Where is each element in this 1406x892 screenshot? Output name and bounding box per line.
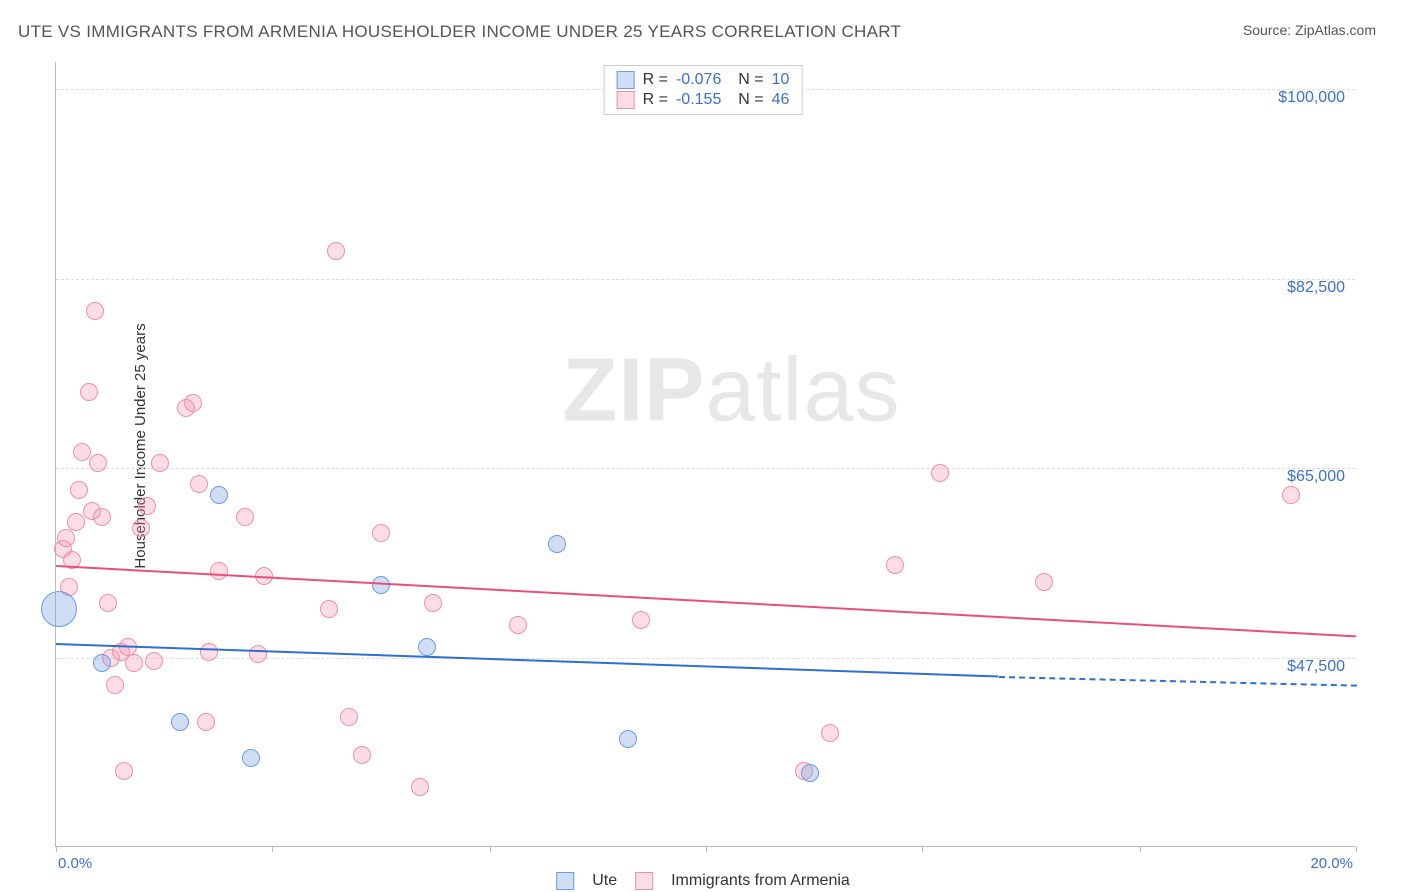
scatter-point-blue [242,749,260,767]
stats-row-blue: R = -0.076 N = 10 [617,70,790,90]
scatter-point-blue [210,486,228,504]
n-value-pink: 46 [772,91,790,109]
scatter-point-pink [1035,573,1053,591]
x-tick-label-right: 20.0% [1310,855,1353,872]
gridline [56,468,1355,469]
scatter-point-pink [151,454,169,472]
scatter-point-pink [57,529,75,547]
scatter-point-pink [320,600,338,618]
scatter-point-blue [41,591,77,627]
legend-swatch-blue-icon [556,872,574,890]
scatter-point-pink [210,562,228,580]
correlation-stats-box: R = -0.076 N = 10 R = -0.155 N = 46 [604,65,803,115]
chart-title: UTE VS IMMIGRANTS FROM ARMENIA HOUSEHOLD… [18,22,901,42]
x-tick [490,846,491,852]
n-value-blue: 10 [772,71,790,89]
scatter-point-pink [249,645,267,663]
scatter-point-pink [509,616,527,634]
swatch-pink-icon [617,91,635,109]
n-label: N = [729,71,763,89]
scatter-point-pink [632,611,650,629]
r-label: R = [643,71,668,89]
scatter-point-pink [1282,486,1300,504]
watermark-bold: ZIP [562,341,705,441]
legend-label-blue: Ute [592,872,617,890]
scatter-point-pink [73,443,91,461]
scatter-point-pink [372,524,390,542]
x-tick [56,846,57,852]
scatter-point-pink [86,302,104,320]
scatter-point-pink [125,654,143,672]
x-tick [922,846,923,852]
r-value-blue: -0.076 [676,71,721,89]
x-tick-label-left: 0.0% [58,855,92,872]
y-tick-label: $65,000 [1287,468,1345,486]
scatter-point-pink [200,643,218,661]
scatter-point-pink [99,594,117,612]
series-legend: Ute Immigrants from Armenia [556,872,850,890]
scatter-point-blue [93,654,111,672]
y-tick-label: $47,500 [1287,658,1345,676]
scatter-point-blue [171,713,189,731]
legend-label-pink: Immigrants from Armenia [671,872,850,890]
x-tick [272,846,273,852]
scatter-point-pink [67,513,85,531]
watermark-rest: atlas [705,341,900,441]
swatch-blue-icon [617,71,635,89]
chart-plot-area: ZIPatlas $47,500$65,000$82,500$100,0000.… [55,62,1355,847]
scatter-point-blue [801,764,819,782]
scatter-point-pink [190,475,208,493]
scatter-point-pink [93,508,111,526]
scatter-point-pink [327,242,345,260]
scatter-point-pink [424,594,442,612]
scatter-point-pink [353,746,371,764]
scatter-point-pink [70,481,88,499]
trend-line [56,643,999,677]
scatter-point-pink [89,454,107,472]
gridline [56,279,1355,280]
y-tick-label: $100,000 [1278,89,1345,107]
stats-row-pink: R = -0.155 N = 46 [617,90,790,110]
legend-swatch-pink-icon [635,872,653,890]
scatter-point-pink [106,676,124,694]
scatter-point-pink [821,724,839,742]
scatter-point-blue [619,730,637,748]
y-tick-label: $82,500 [1287,279,1345,297]
scatter-point-pink [197,713,215,731]
trend-line [56,565,1356,637]
scatter-point-pink [184,394,202,412]
r-label: R = [643,91,668,109]
scatter-point-pink [340,708,358,726]
scatter-point-pink [411,778,429,796]
source-attribution: Source: ZipAtlas.com [1243,22,1376,38]
scatter-point-pink [80,383,98,401]
scatter-point-pink [115,762,133,780]
scatter-point-pink [138,497,156,515]
x-tick [706,846,707,852]
r-value-pink: -0.155 [676,91,721,109]
scatter-point-pink [132,519,150,537]
watermark-text: ZIPatlas [562,340,900,443]
scatter-point-pink [886,556,904,574]
scatter-point-blue [548,535,566,553]
scatter-point-blue [418,638,436,656]
scatter-point-pink [145,652,163,670]
x-tick [1140,846,1141,852]
trend-line [998,676,1356,687]
scatter-point-pink [236,508,254,526]
x-tick [1356,846,1357,852]
scatter-point-pink [931,464,949,482]
n-label: N = [729,91,763,109]
